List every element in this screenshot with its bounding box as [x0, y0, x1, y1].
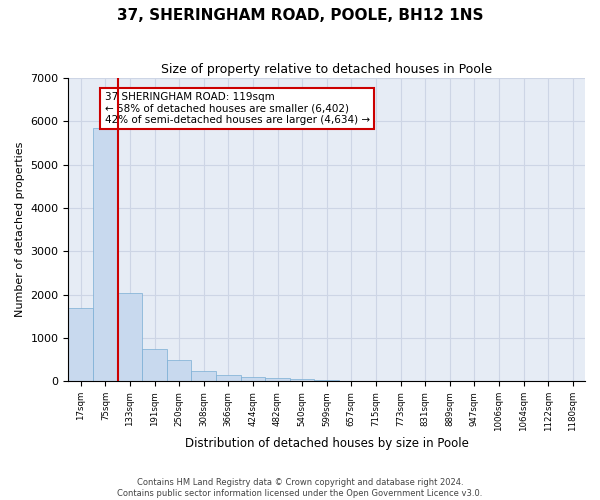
- Bar: [118, 292, 142, 382]
- Bar: [216, 375, 241, 382]
- Bar: [191, 370, 216, 382]
- Bar: [314, 380, 339, 382]
- Bar: [339, 381, 364, 382]
- Text: Contains HM Land Registry data © Crown copyright and database right 2024.
Contai: Contains HM Land Registry data © Crown c…: [118, 478, 482, 498]
- Title: Size of property relative to detached houses in Poole: Size of property relative to detached ho…: [161, 62, 492, 76]
- Bar: [265, 378, 290, 382]
- Bar: [68, 308, 93, 382]
- Bar: [167, 360, 191, 382]
- X-axis label: Distribution of detached houses by size in Poole: Distribution of detached houses by size …: [185, 437, 469, 450]
- Bar: [142, 349, 167, 382]
- Bar: [241, 377, 265, 382]
- Bar: [290, 380, 314, 382]
- Y-axis label: Number of detached properties: Number of detached properties: [15, 142, 25, 318]
- Text: 37, SHERINGHAM ROAD, POOLE, BH12 1NS: 37, SHERINGHAM ROAD, POOLE, BH12 1NS: [117, 8, 483, 22]
- Bar: [93, 128, 118, 382]
- Text: 37 SHERINGHAM ROAD: 119sqm
← 58% of detached houses are smaller (6,402)
42% of s: 37 SHERINGHAM ROAD: 119sqm ← 58% of deta…: [104, 92, 370, 125]
